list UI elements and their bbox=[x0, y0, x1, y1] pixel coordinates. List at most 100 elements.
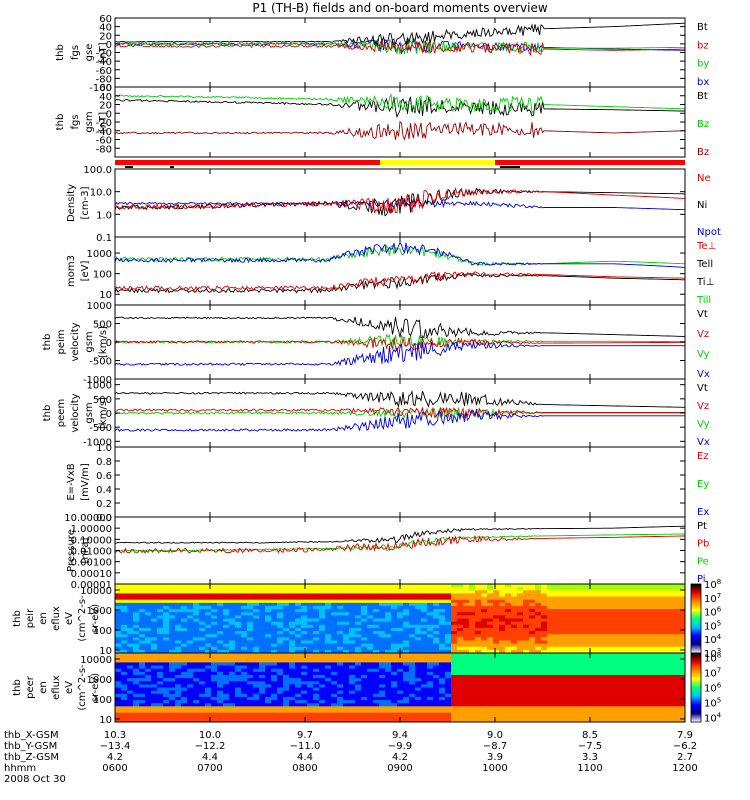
spectrogram-cell bbox=[601, 649, 608, 653]
spectrogram-cell bbox=[247, 609, 254, 613]
spectrogram-cell bbox=[397, 605, 404, 610]
spectrogram-cell bbox=[619, 709, 626, 714]
spectrogram-cell bbox=[127, 681, 134, 685]
spectrogram-cell bbox=[655, 681, 662, 685]
spectrogram-cell bbox=[307, 649, 314, 653]
spectrogram-cell bbox=[157, 715, 164, 720]
spectrogram-cell bbox=[487, 640, 494, 645]
spectrogram-cell bbox=[433, 637, 440, 642]
spectrogram-cell bbox=[199, 696, 206, 701]
spectrogram-cell bbox=[313, 684, 320, 689]
spectrogram-cell bbox=[253, 649, 260, 653]
spectrogram-cell bbox=[487, 612, 494, 616]
spectrogram-cell bbox=[409, 678, 416, 682]
spectrogram-cell bbox=[295, 706, 302, 711]
spectrogram-cell bbox=[673, 615, 680, 620]
spectrogram-cell bbox=[547, 634, 554, 638]
spectrogram-cell bbox=[235, 693, 242, 698]
spectrogram-cell bbox=[379, 599, 386, 604]
spectrogram-cell bbox=[427, 696, 434, 701]
spectrogram-cell bbox=[337, 681, 344, 685]
spectrogram-cell bbox=[217, 609, 224, 613]
spectrogram-cell bbox=[301, 712, 308, 717]
spectrogram-cell bbox=[247, 693, 254, 698]
spectrogram-cell bbox=[553, 609, 560, 613]
spectrogram-cell bbox=[163, 709, 170, 714]
spectrogram-cell bbox=[565, 681, 572, 685]
spectrogram-cell bbox=[319, 624, 326, 629]
spectrogram-cell bbox=[313, 649, 320, 653]
spectrogram-cell bbox=[391, 599, 398, 604]
spectrogram-cell bbox=[649, 640, 656, 645]
spectrogram-cell bbox=[139, 718, 146, 722]
spectrogram-cell bbox=[301, 700, 308, 704]
spectrogram-cell bbox=[625, 684, 632, 689]
spectrogram-cell bbox=[637, 593, 644, 598]
spectrogram-cell bbox=[343, 656, 350, 660]
spectrogram-cell bbox=[481, 665, 488, 670]
spectrogram-cell bbox=[391, 584, 398, 588]
spectrogram-cell bbox=[625, 659, 632, 664]
spectrogram-cell bbox=[517, 605, 524, 610]
spectrogram-cell bbox=[499, 637, 506, 642]
spectrogram-cell bbox=[589, 690, 596, 695]
spectrogram-cell bbox=[295, 621, 302, 626]
spectrogram-cell bbox=[661, 605, 668, 610]
colorbar-tick-label: 104 bbox=[704, 711, 722, 724]
spectrogram-cell bbox=[463, 634, 470, 638]
spectrogram-cell bbox=[421, 640, 428, 645]
spectrogram-cell bbox=[487, 627, 494, 632]
spectrogram-cell bbox=[577, 681, 584, 685]
spectrogram-cell bbox=[211, 593, 218, 598]
spectrogram-cell bbox=[511, 653, 518, 657]
spectrogram-cell bbox=[589, 618, 596, 623]
spectrogram-cell bbox=[649, 718, 656, 722]
spectrogram-cell bbox=[511, 684, 518, 689]
spectrogram-cell bbox=[175, 621, 182, 626]
spectrogram-cell bbox=[601, 587, 608, 591]
spectrogram-cell bbox=[637, 618, 644, 623]
spectrogram-cell bbox=[373, 700, 380, 704]
spectrogram-cell bbox=[619, 662, 626, 667]
spectrogram-cell bbox=[169, 674, 176, 679]
spectrogram-cell bbox=[517, 653, 524, 657]
spectrogram-cell bbox=[373, 605, 380, 610]
spectrogram-cell bbox=[295, 590, 302, 595]
spectrogram-cell bbox=[349, 690, 356, 695]
spectrogram-cell bbox=[619, 700, 626, 704]
spectrogram-cell bbox=[265, 612, 272, 616]
spectrogram-cell bbox=[355, 706, 362, 711]
spectrogram-cell bbox=[619, 718, 626, 722]
spectrogram-cell bbox=[379, 621, 386, 626]
spectrogram-cell bbox=[295, 693, 302, 698]
spectrogram-cell bbox=[139, 618, 146, 623]
spectrogram-cell bbox=[307, 605, 314, 610]
spectrogram-cell bbox=[673, 627, 680, 632]
spectrogram-cell bbox=[139, 665, 146, 670]
spectrogram-cell bbox=[499, 618, 506, 623]
spectrogram-cell bbox=[499, 681, 506, 685]
spectrogram-cell bbox=[343, 703, 350, 707]
spectrogram-cell bbox=[337, 646, 344, 651]
spectrogram-cell bbox=[385, 599, 392, 604]
spectrogram-cell bbox=[205, 587, 212, 591]
spectrogram-cell bbox=[337, 605, 344, 610]
spectrogram-cell bbox=[535, 693, 542, 698]
spectrogram-cell bbox=[433, 693, 440, 698]
spectrogram-cell bbox=[553, 706, 560, 711]
spectrogram-cell bbox=[643, 612, 650, 616]
spectrogram-cell bbox=[535, 637, 542, 642]
spectrogram-cell bbox=[205, 596, 212, 601]
spectrogram-cell bbox=[553, 693, 560, 698]
spectrogram-cell bbox=[355, 712, 362, 717]
spectrogram-cell bbox=[373, 637, 380, 642]
spectrogram-cell bbox=[133, 609, 140, 613]
spectrogram-cell bbox=[319, 681, 326, 685]
spectrogram-cell bbox=[319, 693, 326, 698]
spectrogram-cell bbox=[643, 584, 650, 588]
legend-entry: Pt bbox=[697, 521, 707, 532]
spectrogram-cell bbox=[205, 615, 212, 620]
spectrogram-cell bbox=[607, 605, 614, 610]
spectrogram-cell bbox=[163, 624, 170, 629]
